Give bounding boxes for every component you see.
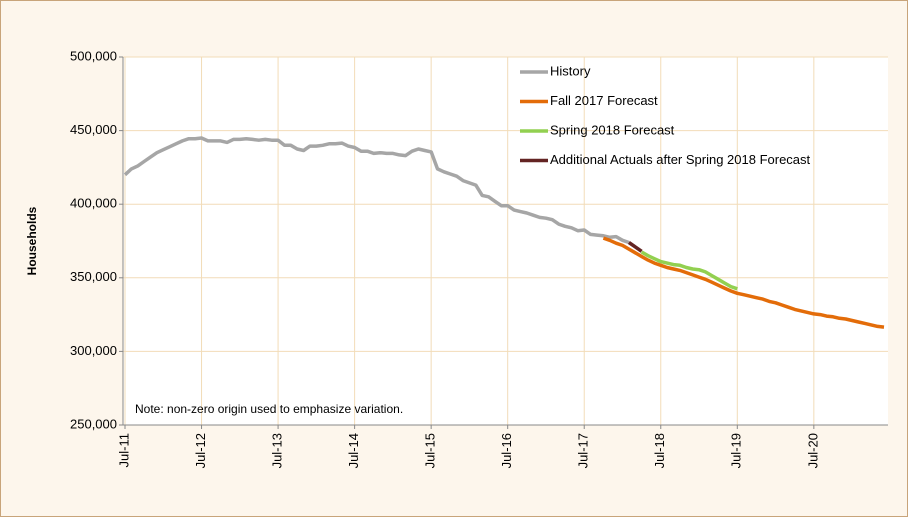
y-axis-label: Households (25, 206, 39, 275)
annotation: Note: non-zero origin used to emphasize … (135, 402, 403, 416)
series-line (640, 250, 738, 291)
x-tick-label: Jul-12 (193, 433, 208, 468)
x-tick-label: Jul-16 (499, 433, 514, 468)
y-tick-label: 500,000 (70, 48, 117, 63)
y-tick-label: 300,000 (70, 343, 117, 358)
series-line (602, 236, 885, 329)
series-line (627, 241, 643, 253)
y-tick-label: 400,000 (70, 196, 117, 211)
x-tick-label: Jul-15 (423, 433, 438, 468)
x-tick-label: Jul-19 (729, 433, 744, 468)
x-tick-label: Jul-17 (576, 433, 591, 468)
x-tick-label: Jul-20 (805, 433, 820, 468)
legend-label: History (550, 63, 591, 78)
legend-label: Fall 2017 Forecast (550, 93, 658, 108)
series-line (123, 136, 630, 245)
x-tick-label: Jul-18 (652, 433, 667, 468)
y-tick-label: 450,000 (70, 122, 117, 137)
y-tick-label: 250,000 (70, 416, 117, 431)
x-tick-label: Jul-13 (270, 433, 285, 468)
legend-label: Additional Actuals after Spring 2018 For… (550, 152, 811, 167)
legend-label: Spring 2018 Forecast (550, 122, 675, 137)
x-tick-label: Jul-14 (346, 433, 361, 468)
y-tick-label: 350,000 (70, 269, 117, 284)
x-tick-label: Jul-11 (116, 433, 131, 467)
plot-area (123, 57, 888, 425)
